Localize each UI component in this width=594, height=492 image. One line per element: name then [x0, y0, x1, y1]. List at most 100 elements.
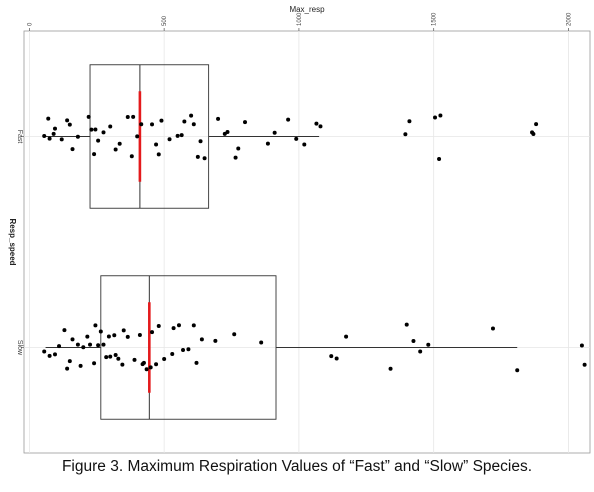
data-point-slow: [144, 367, 149, 372]
data-point-fast: [236, 146, 241, 151]
data-point-fast: [265, 141, 270, 146]
data-point-slow: [141, 360, 146, 365]
data-point-slow: [148, 365, 153, 370]
data-point-fast: [294, 136, 299, 141]
data-point-fast: [182, 119, 187, 124]
data-point-slow: [62, 328, 67, 333]
data-point-slow: [411, 338, 416, 343]
data-point-slow: [259, 340, 264, 345]
data-point-slow: [329, 354, 334, 359]
data-point-slow: [232, 332, 237, 337]
x-tick-label: 500: [162, 15, 168, 26]
data-point-fast: [167, 137, 172, 142]
data-point-fast: [191, 122, 196, 127]
data-point-fast: [159, 118, 164, 123]
data-point-fast: [86, 114, 91, 119]
data-point-fast: [286, 117, 291, 122]
data-point-fast: [135, 134, 140, 139]
data-point-slow: [490, 326, 495, 331]
data-point-fast: [101, 130, 106, 135]
data-point-slow: [57, 344, 62, 349]
figure-caption: Figure 3. Maximum Respiration Values of …: [61, 458, 533, 475]
x-tick-label: 1500: [432, 12, 438, 26]
data-point-slow: [334, 356, 339, 361]
data-point-slow: [582, 362, 587, 367]
data-point-fast: [433, 115, 438, 120]
data-point-slow: [120, 362, 125, 367]
data-point-fast: [403, 132, 408, 137]
data-point-slow: [181, 348, 186, 353]
box-slow: [45, 275, 518, 420]
x-axis-label: Max_resp: [289, 5, 325, 14]
data-point-slow: [96, 343, 101, 348]
data-point-slow: [156, 324, 161, 329]
data-point-slow: [579, 343, 584, 348]
data-point-fast: [156, 152, 161, 157]
data-point-slow: [70, 337, 75, 342]
data-point-fast: [216, 116, 221, 121]
data-point-fast: [131, 114, 136, 119]
box-fast: [45, 64, 320, 209]
data-point-slow: [137, 332, 142, 337]
data-point-slow: [113, 352, 118, 357]
data-point-fast: [129, 154, 134, 159]
data-point-fast: [75, 134, 80, 139]
box-iqr: [100, 275, 277, 420]
data-point-slow: [98, 329, 103, 334]
data-point-slow: [170, 352, 175, 357]
data-point-slow: [112, 333, 117, 338]
data-point-slow: [92, 361, 97, 366]
data-point-slow: [191, 323, 196, 328]
boxes: [45, 64, 518, 420]
data-point-fast: [302, 142, 307, 147]
data-point-fast: [179, 133, 184, 138]
data-point-fast: [93, 127, 98, 132]
data-point-fast: [113, 147, 118, 152]
data-point-slow: [93, 323, 98, 328]
y-axis-categories: Fast Slow: [16, 130, 24, 356]
data-point-fast: [108, 124, 113, 129]
data-point-slow: [199, 337, 204, 342]
data-point-fast: [195, 154, 200, 159]
data-point-fast: [198, 139, 203, 144]
data-point-fast: [67, 122, 72, 127]
x-tick-label: 2000: [566, 12, 572, 26]
data-point-fast: [117, 141, 122, 146]
data-point-slow: [194, 360, 199, 365]
data-point-slow: [213, 338, 218, 343]
data-point-slow: [171, 326, 176, 331]
data-point-slow: [42, 349, 47, 354]
data-point-slow: [104, 355, 109, 360]
data-point-fast: [51, 131, 56, 136]
data-point-slow: [106, 334, 111, 339]
data-point-fast: [189, 113, 194, 118]
data-point-fast: [243, 120, 248, 125]
data-point-fast: [407, 119, 412, 124]
data-point-slow: [108, 354, 113, 359]
data-point-fast: [437, 157, 442, 162]
data-point-fast: [534, 122, 539, 127]
data-point-slow: [65, 366, 70, 371]
data-point-fast: [150, 122, 155, 127]
data-point-fast: [92, 152, 97, 157]
data-point-slow: [81, 345, 86, 350]
data-point-slow: [404, 322, 409, 327]
data-point-fast: [438, 113, 443, 118]
data-point-fast: [154, 142, 159, 147]
x-tick-label: 1000: [297, 12, 303, 26]
data-point-slow: [78, 363, 83, 368]
data-point-slow: [75, 342, 80, 347]
data-point-fast: [175, 133, 180, 138]
data-point-slow: [52, 352, 57, 357]
data-point-fast: [47, 136, 52, 141]
x-axis-ticks: 0 500 1000 1500 2000: [27, 12, 572, 31]
data-point-slow: [125, 334, 130, 339]
data-point-slow: [132, 357, 137, 362]
data-point-fast: [530, 130, 535, 135]
data-point-fast: [59, 137, 64, 142]
data-point-fast: [202, 156, 207, 161]
data-point-slow: [154, 362, 159, 367]
data-point-fast: [42, 134, 47, 139]
data-point-fast: [125, 114, 130, 119]
